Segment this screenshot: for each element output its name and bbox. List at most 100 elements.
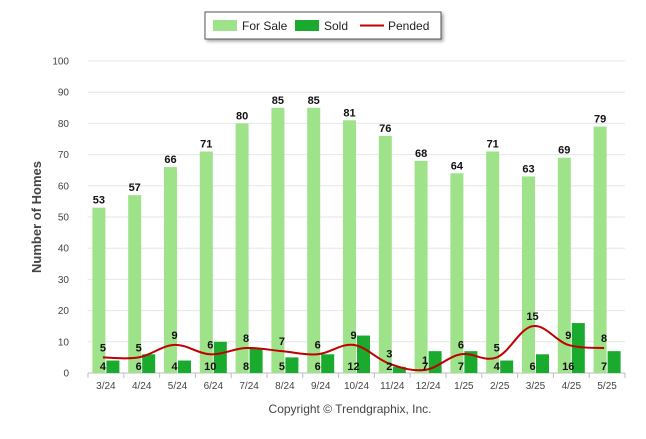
label-sold: 6 (529, 361, 535, 373)
y-tick-label: 70 (58, 150, 70, 161)
x-tick-label: 2/25 (490, 381, 510, 392)
bar-sold (178, 360, 191, 373)
label-pended: 7 (279, 336, 285, 348)
x-tick-label: 9/24 (311, 381, 331, 392)
y-tick-label: 0 (63, 369, 69, 380)
y-tick-label: 100 (52, 57, 69, 68)
bar-for-sale (486, 151, 500, 373)
label-sold: 4 (100, 361, 107, 373)
legend: For Sale Sold Pended (204, 11, 442, 40)
label-for-sale: 53 (93, 195, 105, 207)
x-tick-label: 7/24 (239, 381, 259, 392)
legend-label-for-sale: For Sale (242, 19, 288, 33)
bar-for-sale (128, 195, 142, 373)
label-for-sale: 81 (343, 107, 355, 119)
label-for-sale: 85 (272, 95, 284, 107)
bar-for-sale (92, 207, 106, 373)
label-pended: 9 (565, 330, 571, 342)
grid-lines (88, 60, 625, 343)
label-pended: 6 (315, 339, 321, 351)
legend-swatch-sold (295, 20, 319, 31)
label-pended: 8 (243, 333, 249, 345)
bar-sold (142, 354, 156, 373)
bar-for-sale (164, 167, 177, 373)
bar-for-sale (557, 157, 571, 373)
bar-for-sale (378, 135, 392, 373)
x-tick-label: 3/25 (526, 381, 546, 392)
bar-for-sale (450, 173, 464, 373)
x-tick-label: 4/24 (132, 381, 152, 392)
label-for-sale: 71 (487, 138, 499, 150)
bar-sold (285, 357, 299, 373)
bar-sold (392, 366, 406, 373)
label-sold: 7 (458, 361, 464, 373)
label-sold: 4 (494, 361, 501, 373)
legend-label-pended: Pended (388, 19, 429, 33)
bar-sold (571, 323, 585, 373)
bar-for-sale (593, 126, 607, 374)
label-pended: 5 (100, 342, 106, 354)
y-tick-label: 80 (58, 119, 70, 130)
bar-for-sale (271, 107, 285, 374)
bar-for-sale (199, 151, 213, 373)
x-tick-label: 6/24 (204, 381, 224, 392)
label-for-sale: 85 (308, 95, 320, 107)
x-tick-label: 12/24 (416, 381, 441, 392)
y-tick-label: 40 (58, 244, 70, 255)
label-for-sale: 64 (451, 160, 464, 172)
x-tick-label: 11/24 (380, 381, 405, 392)
bar-for-sale (343, 120, 356, 373)
y-tick-label: 50 (58, 213, 70, 224)
label-sold: 7 (422, 361, 428, 373)
axes: 0 10 20 30 40 50 60 70 80 90 100 3/24 4/24 5/24 6/24 7/… (52, 57, 626, 392)
label-for-sale: 57 (129, 182, 141, 194)
bar-for-sale (522, 176, 535, 373)
x-tick-label: 1/25 (454, 381, 474, 392)
y-tick-label: 90 (58, 88, 70, 99)
label-pended: 6 (458, 339, 464, 351)
label-sold: 6 (136, 361, 142, 373)
label-pended: 9 (171, 330, 177, 342)
pended-line-path (102, 325, 605, 372)
bar-sold (428, 351, 442, 373)
bar-sold (607, 351, 621, 373)
label-sold: 2 (386, 361, 392, 373)
y-tick-label: 60 (58, 181, 70, 192)
label-sold: 10 (204, 361, 216, 373)
bar-sold (500, 360, 514, 373)
label-pended: 8 (601, 333, 607, 345)
x-tick-label: 10/24 (344, 381, 369, 392)
bar-for-sale (235, 123, 249, 374)
label-sold: 5 (279, 361, 285, 373)
label-for-sale: 76 (379, 123, 391, 135)
bar-for-sale (307, 107, 321, 374)
bar-sold (213, 341, 227, 373)
label-sold: 7 (601, 361, 607, 373)
label-sold: 4 (171, 361, 178, 373)
y-tick-label: 30 (58, 275, 70, 286)
x-tick-label: 8/24 (275, 381, 295, 392)
label-for-sale: 66 (164, 154, 176, 166)
label-pended: 5 (494, 342, 500, 354)
bar-sold (106, 360, 120, 373)
bar-sold (536, 354, 549, 373)
legend-box (204, 11, 442, 40)
label-pended: 5 (136, 342, 142, 354)
label-for-sale: 69 (558, 145, 570, 157)
label-pended: 1 (422, 355, 428, 367)
label-sold: 6 (315, 361, 321, 373)
label-pended: 3 (386, 349, 392, 361)
x-tick-label: 5/24 (168, 381, 188, 392)
bar-sold (321, 354, 335, 373)
label-for-sale: 71 (200, 138, 212, 150)
bar-sold (249, 348, 263, 373)
label-sold: 12 (347, 361, 359, 373)
x-tick-label: 4/25 (562, 381, 582, 392)
bars (92, 107, 621, 374)
label-pended: 6 (207, 339, 213, 351)
bar-sold (357, 335, 370, 373)
x-tick-label: 5/25 (597, 381, 617, 392)
